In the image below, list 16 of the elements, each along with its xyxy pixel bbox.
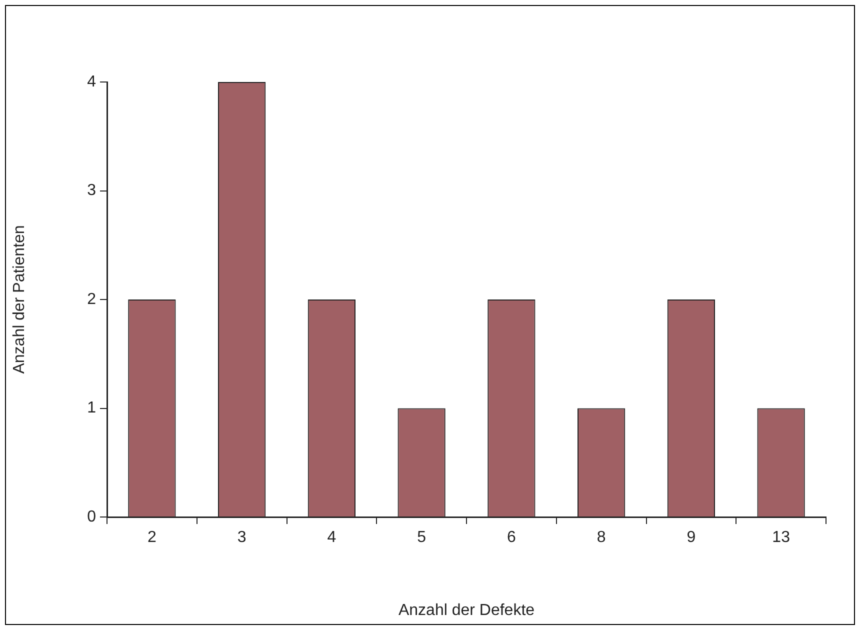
y-tick-label: 0	[87, 508, 96, 526]
frame: Anzahl der Defekte Anzahl der Patienten 2 3 4 5 6 8 9 13 0 1 2 3 4	[5, 5, 855, 625]
y-tick-label: 2	[87, 290, 96, 308]
x-tick-label: 4	[327, 529, 336, 546]
x-tick-label: 8	[596, 529, 606, 546]
x-axis-title: Anzahl der Defekte	[398, 602, 535, 619]
y-axis-title: Anzahl der Patienten	[11, 225, 28, 374]
x-tick-label: 9	[686, 529, 696, 546]
x-tick-label: 2	[147, 529, 156, 546]
x-tick-label: 3	[237, 529, 246, 546]
x-tick-label: 6	[506, 529, 516, 546]
y-tick-label: 4	[87, 73, 96, 90]
y-tick-label: 3	[87, 182, 96, 200]
x-tick-label: 13	[772, 529, 790, 546]
y-tick-label: 1	[87, 400, 96, 417]
x-tick-label: 5	[417, 529, 426, 546]
